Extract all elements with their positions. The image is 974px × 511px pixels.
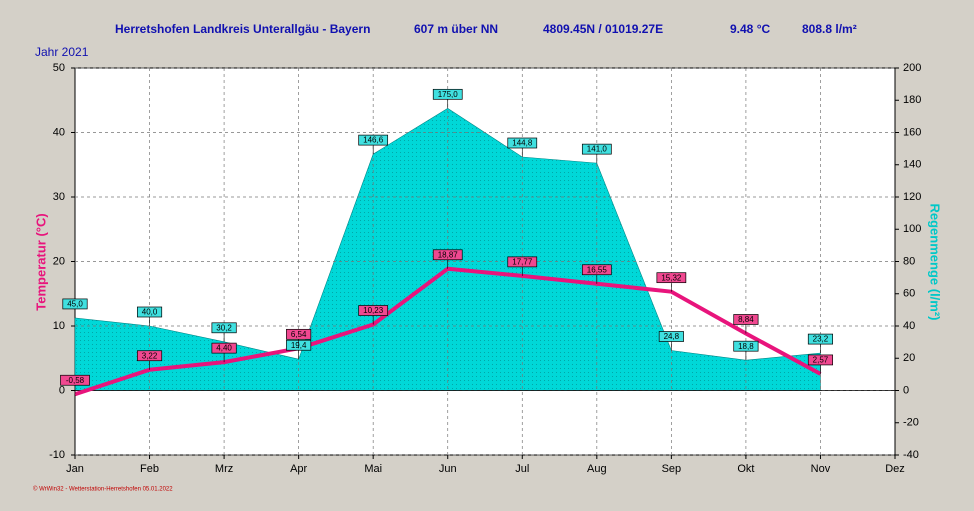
data-label: 23,2 xyxy=(813,335,829,344)
footer: © WrWin32 - Wetterstation-Herretshofen 0… xyxy=(33,486,173,493)
y-tick-label: 20 xyxy=(53,255,65,267)
label-box xyxy=(62,298,88,310)
y2-tick-label: 40 xyxy=(903,320,915,332)
mean-temperature: 9.48 °C xyxy=(730,22,770,36)
y-tick-label: -10 xyxy=(49,449,65,461)
label-box xyxy=(358,305,389,316)
y2-tick-label: 160 xyxy=(903,126,921,138)
label-box xyxy=(581,264,612,276)
y2-tick-label: 120 xyxy=(903,191,921,203)
label-box xyxy=(358,134,389,146)
label-box xyxy=(733,340,759,352)
total-rain: 808.8 l/m² xyxy=(802,22,857,36)
altitude: 607 m über NN xyxy=(414,22,498,36)
data-label: 146,6 xyxy=(363,136,384,145)
data-label: 8,84 xyxy=(738,315,754,324)
label-box xyxy=(60,374,90,386)
label-box xyxy=(211,322,237,334)
label-box xyxy=(286,328,312,340)
y-tick-label: 10 xyxy=(53,320,65,332)
label-box xyxy=(733,314,759,325)
data-label: 4,40 xyxy=(216,344,232,353)
data-label: 141,0 xyxy=(587,145,608,154)
x-tick-label: Feb xyxy=(140,463,159,475)
coordinates: 4809.45N / 01019.27E xyxy=(543,22,663,36)
subtitle: Jahr 2021 xyxy=(35,45,89,59)
y-tick-label: 50 xyxy=(53,62,65,74)
label-box xyxy=(136,306,163,318)
data-label: 30,2 xyxy=(216,323,232,332)
x-tick-label: Mai xyxy=(364,463,382,475)
y-tick-label: 40 xyxy=(53,126,65,138)
temperature-line xyxy=(74,266,822,397)
y2-tick-label: 140 xyxy=(903,159,921,171)
x-tick-label: Okt xyxy=(737,463,754,475)
x-tick-label: Nov xyxy=(811,463,831,475)
data-label: 175,0 xyxy=(438,90,459,99)
data-label: 18,87 xyxy=(438,250,459,259)
x-tick-label: Jan xyxy=(66,463,84,475)
label-box xyxy=(211,342,237,354)
label-box xyxy=(656,272,687,284)
label-box xyxy=(807,333,834,345)
data-label: 15,32 xyxy=(661,273,682,282)
data-label: 17,77 xyxy=(512,257,533,266)
data-label: 6,54 xyxy=(291,330,307,339)
data-label: 45,0 xyxy=(67,300,83,309)
data-label: 10,23 xyxy=(363,306,384,315)
x-tick-label: Mrz xyxy=(215,463,233,475)
data-label: 40,0 xyxy=(142,308,158,317)
label-box xyxy=(807,354,834,366)
label-box xyxy=(432,249,463,261)
y2-tick-label: -20 xyxy=(903,417,919,429)
data-label: -0,58 xyxy=(66,376,85,385)
y2-tick-label: -40 xyxy=(903,449,919,461)
x-tick-label: Sep xyxy=(662,463,682,475)
x-tick-label: Dez xyxy=(885,463,905,475)
x-tick-label: Jun xyxy=(439,463,457,475)
y2-tick-label: 180 xyxy=(903,94,921,106)
y-tick-label: 30 xyxy=(53,191,65,203)
data-label: 3,22 xyxy=(142,351,158,360)
x-tick-label: Jul xyxy=(515,463,529,475)
label-box xyxy=(507,256,538,268)
y2-tick-label: 60 xyxy=(903,288,915,300)
label-box xyxy=(581,143,612,155)
y2-tick-label: 20 xyxy=(903,352,915,364)
y2-tick-label: 0 xyxy=(903,384,909,396)
data-label: 18,8 xyxy=(738,342,754,351)
label-box xyxy=(658,331,684,342)
y2-tick-label: 100 xyxy=(903,223,921,235)
chart-title: Herretshofen Landkreis Unterallgäu - Bay… xyxy=(115,22,370,36)
y2-axis-label: Regenmenge (l/m²) xyxy=(928,203,943,320)
y-tick-label: 0 xyxy=(59,384,65,396)
label-box xyxy=(432,88,463,100)
x-tick-label: Aug xyxy=(587,463,607,475)
y2-tick-label: 200 xyxy=(903,62,921,74)
data-label: 24,8 xyxy=(664,332,680,341)
y-axis-label: Temperatur (°C) xyxy=(33,213,48,310)
y2-tick-label: 80 xyxy=(903,255,915,267)
label-box xyxy=(507,137,538,149)
x-tick-label: Apr xyxy=(290,463,307,475)
data-label: 144,8 xyxy=(512,139,533,148)
data-label: 16,55 xyxy=(587,265,608,274)
label-box xyxy=(136,350,163,362)
data-label: 2,57 xyxy=(813,356,829,365)
